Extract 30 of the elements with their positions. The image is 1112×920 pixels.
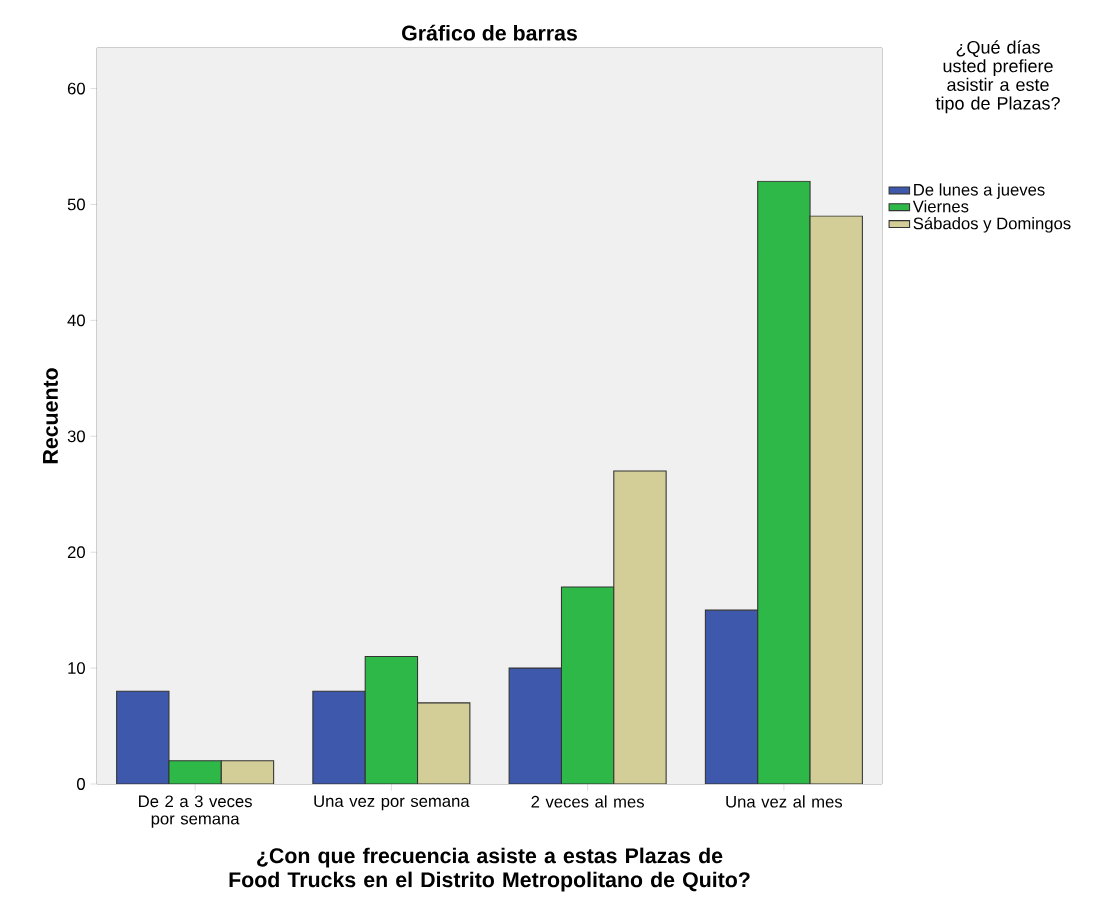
bar bbox=[757, 180, 811, 784]
legend-title: ¿Qué días usted prefiere asistir a este tipo de Plazas? bbox=[935, 40, 1060, 114]
legend-label: De lunes a jueves bbox=[914, 183, 1045, 199]
legend-label: Viernes bbox=[912, 200, 969, 213]
x-tick-label: De 2 a 3 veces por semana bbox=[139, 795, 252, 828]
bar bbox=[704, 609, 759, 784]
x-tick-label: Una vez al mes bbox=[726, 795, 843, 808]
chart-title: Gráfico de barras bbox=[402, 24, 577, 41]
x-tick-label: Una vez por semana bbox=[314, 795, 470, 811]
legend-label: Sábados y Domingos bbox=[913, 216, 1071, 233]
bar bbox=[509, 668, 562, 784]
x-axis-title: ¿Con que frecuencia asiste a estas Plazas de Food Trucks en el Distrito Metropolitano de Quito? bbox=[229, 847, 750, 892]
bar bbox=[168, 760, 222, 784]
bar bbox=[809, 215, 863, 784]
y-axis-title: Recuento bbox=[43, 368, 58, 464]
y-tick-label: 50 bbox=[67, 198, 85, 211]
bar bbox=[417, 702, 470, 784]
bar bbox=[116, 691, 169, 784]
y-tick-label: 30 bbox=[67, 430, 85, 443]
y-tick-label: 20 bbox=[67, 546, 85, 559]
bar bbox=[221, 760, 274, 784]
y-tick-label: 0 bbox=[77, 778, 85, 790]
y-tick-label: 40 bbox=[67, 314, 85, 327]
bar bbox=[365, 656, 418, 784]
x-tick-label: 2 veces al mes bbox=[531, 795, 644, 808]
bar bbox=[613, 471, 667, 784]
bar bbox=[561, 586, 614, 784]
y-tick-label: 60 bbox=[67, 82, 85, 95]
y-tick-label: 10 bbox=[68, 662, 85, 674]
bar bbox=[312, 691, 366, 784]
